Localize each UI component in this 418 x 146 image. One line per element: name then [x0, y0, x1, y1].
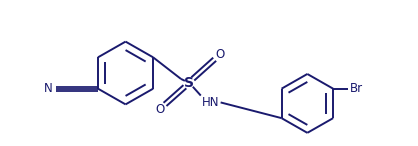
Text: O: O: [215, 48, 224, 61]
Text: N: N: [43, 82, 52, 95]
Text: Br: Br: [350, 82, 363, 95]
Text: S: S: [184, 76, 194, 90]
Text: O: O: [155, 103, 165, 116]
Text: HN: HN: [202, 96, 219, 109]
